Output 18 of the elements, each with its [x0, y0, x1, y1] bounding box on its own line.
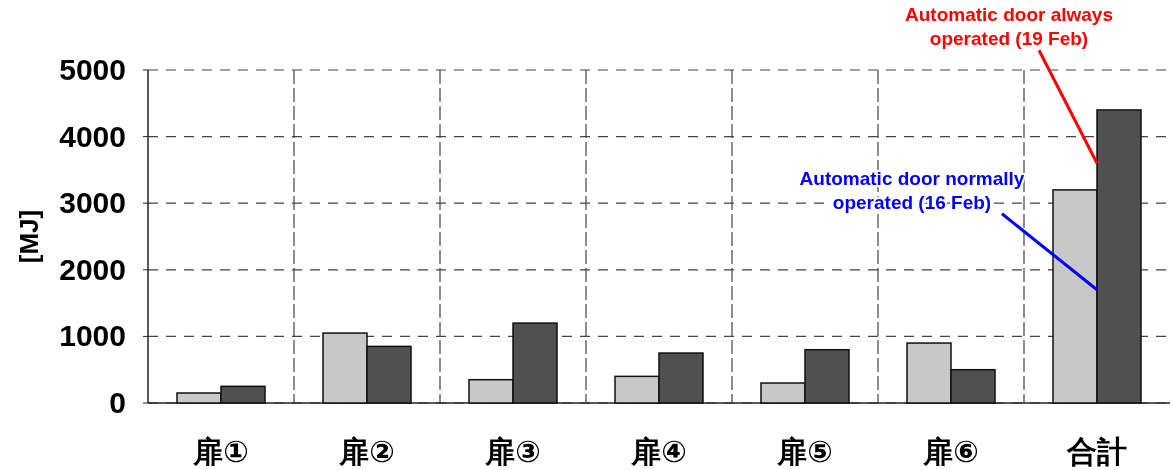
x-tick-label: 扉① [192, 435, 249, 468]
annotation: Automatic door always operated (19 Feb) [905, 4, 1113, 164]
y-tick-label: 4000 [59, 119, 126, 153]
x-tick-label: 扉⑤ [776, 435, 833, 468]
annotation: Automatic door normally operated (16 Feb) [799, 167, 1025, 213]
annotation: Automatic door always operated (19 Feb) [905, 4, 1113, 50]
annotation: Automatic door normally operated (16 Feb) [799, 167, 1098, 291]
y-tick-label: 0 [109, 386, 126, 419]
x-tick-label: 扉③ [484, 435, 541, 468]
x-tick-label: 扉② [338, 435, 395, 468]
y-tick-label: 3000 [59, 186, 126, 220]
x-tick-label: 合計 [1066, 435, 1127, 468]
y-tick-label: 2000 [59, 252, 126, 286]
y-tick-label: 5000 [59, 53, 126, 86]
x-tick-label: 扉⑥ [922, 435, 979, 468]
x-tick-label: 扉④ [630, 435, 687, 468]
y-axis-title: [MJ] [14, 209, 44, 264]
y-tick-label: 1000 [59, 319, 126, 353]
